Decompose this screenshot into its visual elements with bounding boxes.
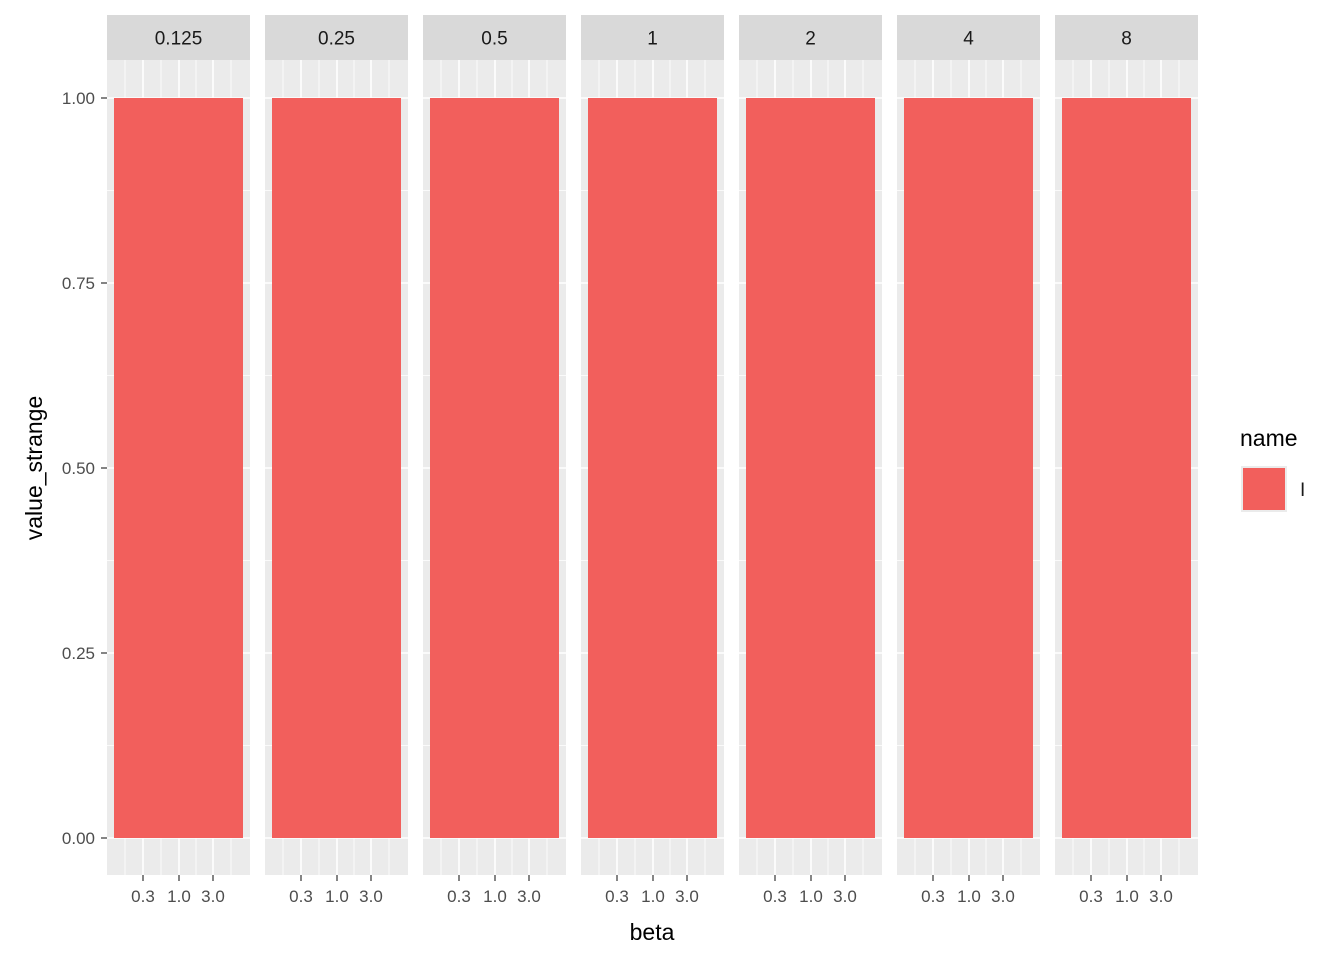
x-tick-label: 3.0 [833,887,857,906]
facet-strip [897,15,1040,60]
bar [588,98,717,838]
bar [1062,98,1191,838]
x-tick-label: 1.0 [799,887,823,906]
facet-panel: 0.25 0.3 1.0 3.0 [265,15,408,906]
x-tick-label: 1.0 [483,887,507,906]
facet-strip-label: 4 [963,29,974,50]
x-tick-label: 1.0 [325,887,349,906]
facet-strip [265,15,408,60]
facet-strip [739,15,882,60]
y-axis: 0.00 0.25 0.50 0.75 1.00 [62,89,107,848]
x-tick-label: 1.0 [641,887,665,906]
facet-strip-label: 0.5 [481,29,507,50]
x-tick-label: 0.3 [131,887,155,906]
x-tick-label: 3.0 [675,887,699,906]
facet-strip [1055,15,1198,60]
x-tick-label: 3.0 [359,887,383,906]
x-tick-label: 1.0 [957,887,981,906]
x-tick-label: 3.0 [991,887,1015,906]
x-tick-label: 0.3 [763,887,787,906]
x-tick-label: 1.0 [167,887,191,906]
legend-key [1243,468,1285,510]
x-tick-label: 3.0 [201,887,225,906]
x-tick-label: 3.0 [517,887,541,906]
y-axis-title: value_strange [21,396,47,541]
y-tick-label: 0.50 [62,459,95,478]
facet-panel: 0.5 0.3 1.0 3.0 [423,15,566,906]
facet-strip-label: 0.125 [155,29,203,50]
legend-title: name [1240,425,1298,451]
x-tick-label: 3.0 [1149,887,1173,906]
facet-strip [107,15,250,60]
bar [114,98,243,838]
y-tick-label: 0.75 [62,274,95,293]
x-tick-label: 0.3 [447,887,471,906]
facet-strip-label: 2 [805,29,816,50]
legend: name I [1240,425,1305,512]
bar [272,98,401,838]
y-tick-label: 0.00 [62,829,95,848]
x-tick-label: 0.3 [605,887,629,906]
bar [746,98,875,838]
x-tick-label: 0.3 [921,887,945,906]
y-tick-label: 1.00 [62,89,95,108]
facet-strip-label: 0.25 [318,29,355,50]
facet-strip-label: 1 [647,29,658,50]
facet-panel: 8 0.3 1.0 3.0 [1055,15,1198,906]
facet-panel: 1 0.3 1.0 3.0 [581,15,724,906]
bar [904,98,1033,838]
facet-panel: 2 0.3 1.0 3.0 [739,15,882,906]
facet-panel: 0.125 0.3 1.0 3.0 [107,15,250,906]
facet-panel: 4 0.3 1.0 3.0 [897,15,1040,906]
bar [430,98,559,838]
x-tick-label: 1.0 [1115,887,1139,906]
facet-strip [581,15,724,60]
x-axis-title: beta [630,919,675,945]
x-tick-label: 0.3 [289,887,313,906]
facet-strip [423,15,566,60]
legend-label: I [1300,480,1305,501]
facet-strip-label: 8 [1121,29,1132,50]
x-tick-label: 0.3 [1079,887,1103,906]
legend-items: I [1241,466,1305,512]
y-tick-label: 0.25 [62,644,95,663]
